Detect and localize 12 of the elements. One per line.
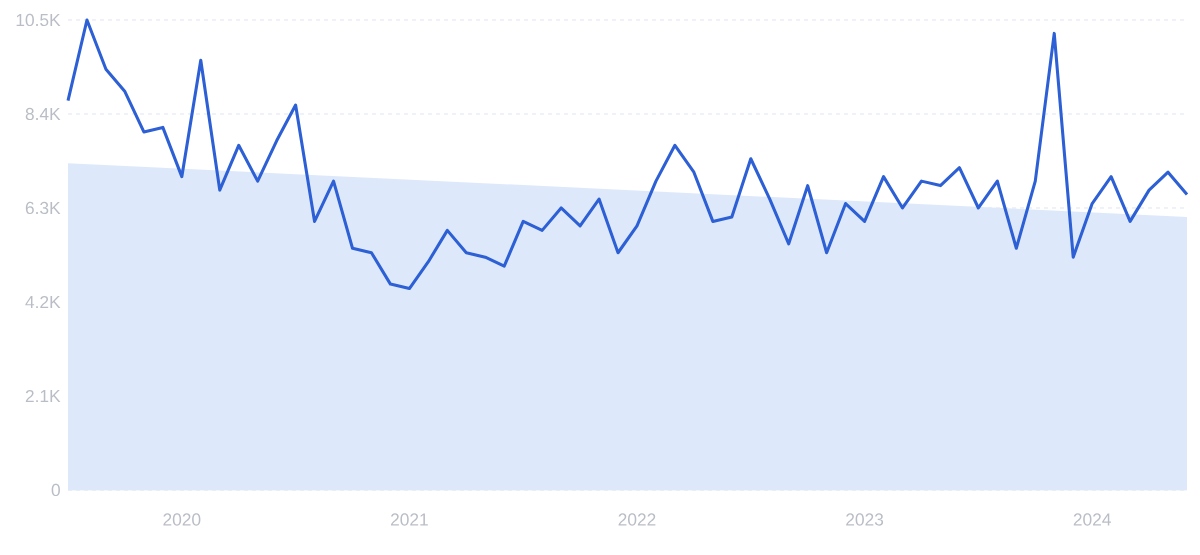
x-tick-label: 2020 [163,513,201,526]
x-tick-label: 2021 [390,513,428,526]
x-tick-label: 2023 [846,513,884,526]
y-tick-label: 4.2K [25,295,61,309]
y-tick-label: 2.1K [25,389,61,403]
line-series [66,18,1189,291]
y-tick-label: 6.3K [25,201,61,215]
x-tick-label: 2024 [1073,513,1111,526]
y-tick-label: 8.4K [25,107,61,121]
y-tick-label: 0 [51,483,60,497]
y-tick-label: 10.5K [16,13,61,27]
x-tick-label: 2022 [618,513,656,526]
